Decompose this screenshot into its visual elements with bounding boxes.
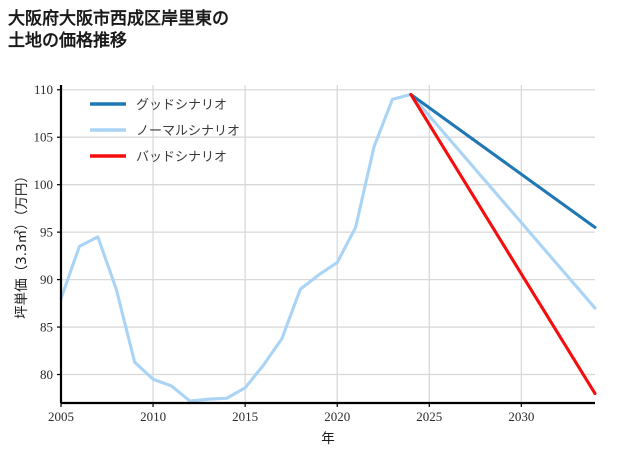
svg-text:2030: 2030 [508,409,534,424]
svg-text:2010: 2010 [140,409,166,424]
svg-text:2005: 2005 [48,409,74,424]
svg-text:2025: 2025 [416,409,442,424]
svg-text:95: 95 [40,225,53,240]
series-line [409,92,597,396]
svg-text:90: 90 [40,272,53,287]
svg-text:105: 105 [34,130,54,145]
legend-label: バッドシナリオ [136,150,227,165]
svg-text:80: 80 [40,367,53,382]
svg-text:100: 100 [34,177,54,192]
series-line [59,92,597,403]
x-axis-ticks: 2005 2010 2015 2020 2025 2030 [48,403,534,424]
legend-label: グッドシナリオ [136,98,227,113]
svg-text:2015: 2015 [232,409,258,424]
chart-title: 大阪府大阪市西成区岸里東の 土地の価格推移 [8,9,229,51]
axes-frame [59,85,595,405]
svg-text:85: 85 [40,320,53,335]
series-lines [59,92,597,403]
legend-label: ノーマルシナリオ [136,124,240,139]
x-axis-label: 年 [321,431,335,447]
series-line [409,92,597,229]
y-axis-ticks: 80 85 90 95 100 105 110 [34,82,61,382]
svg-text:2020: 2020 [324,409,350,424]
gridlines [61,85,595,403]
y-axis-label: 坪単価（3.3㎡）（万円） [14,169,30,319]
svg-text:110: 110 [34,82,53,97]
